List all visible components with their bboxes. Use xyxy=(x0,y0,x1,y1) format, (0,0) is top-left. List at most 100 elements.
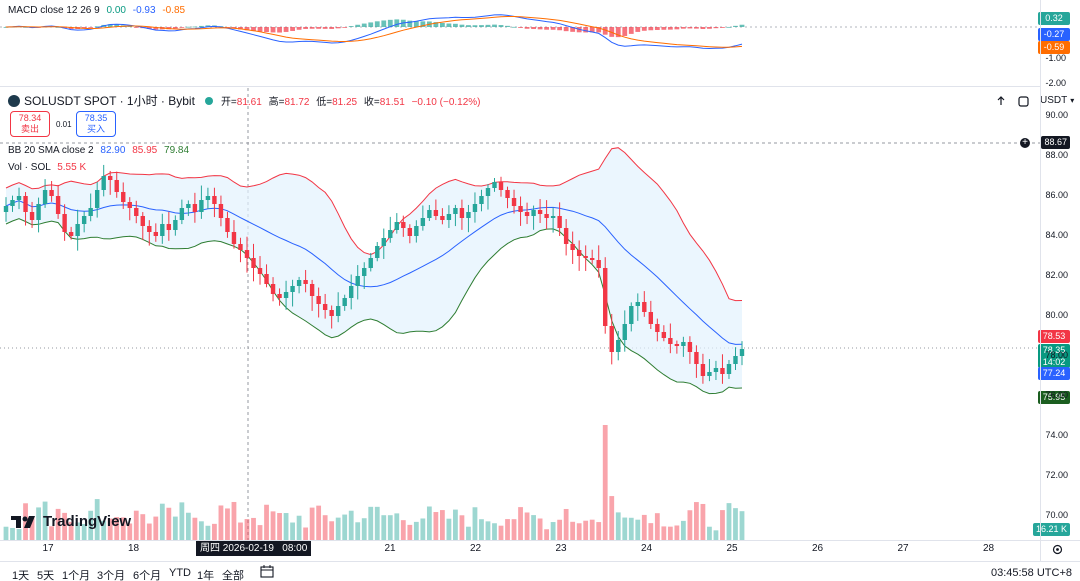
volume-bar xyxy=(453,509,458,540)
candle-body xyxy=(700,364,706,376)
bb-lower-line xyxy=(5,218,743,395)
plus-icon[interactable]: + xyxy=(1019,137,1031,149)
candle-body xyxy=(75,224,80,236)
timeframe-button[interactable]: YTD xyxy=(169,567,191,579)
macd-hist-bar xyxy=(394,19,400,27)
time-axis-label: 25 xyxy=(726,543,738,554)
volume-bar xyxy=(49,526,54,540)
clock[interactable]: 03:45:58 UTC+8 xyxy=(990,567,1072,579)
timeframe-button[interactable]: 5天 xyxy=(37,570,55,581)
tradingview-logo[interactable]: TradingView xyxy=(10,513,131,530)
volume-bar xyxy=(55,508,61,540)
volume-bar xyxy=(641,514,647,540)
candle-body xyxy=(407,228,413,236)
candle-body xyxy=(309,284,315,296)
macd-hist-bar xyxy=(602,27,608,35)
candle-body xyxy=(88,208,93,216)
sell-button[interactable]: 78.34 卖出 xyxy=(10,111,50,137)
volume-legend: Vol · SOL 5.55 K xyxy=(8,162,86,173)
candle-body xyxy=(420,218,426,226)
arrow-up-icon[interactable] xyxy=(992,92,1010,110)
volume-bar xyxy=(635,519,641,540)
volume-bar xyxy=(361,518,367,540)
macd-hist-bar xyxy=(277,27,282,33)
volume-bar xyxy=(166,507,172,540)
price-axis-label: 82.00 xyxy=(1045,270,1068,280)
macd-hist-bar xyxy=(439,22,445,27)
macd-hist-bar xyxy=(700,27,706,30)
candle-body xyxy=(166,224,172,230)
bb-name: BB 20 SMA close 2 xyxy=(8,145,94,156)
price-axis-label: 78.00 xyxy=(1045,350,1068,360)
volume-bar xyxy=(62,512,68,540)
price-axis-label: 86.00 xyxy=(1045,190,1068,200)
volume-bar xyxy=(329,521,335,540)
timeframe-button[interactable]: 1天 xyxy=(12,570,30,581)
candle-body xyxy=(642,302,647,312)
volume-bar xyxy=(472,507,478,540)
macd-hist-bar xyxy=(146,27,152,29)
price-axis-label: 84.00 xyxy=(1045,230,1068,240)
calendar-icon[interactable] xyxy=(260,565,274,581)
macd-hist-bar xyxy=(179,27,185,28)
timeframe-button[interactable]: 6个月 xyxy=(133,570,162,581)
currency-select[interactable]: USDT ▾ xyxy=(1040,95,1074,106)
candle-body xyxy=(23,196,28,212)
candle-body xyxy=(596,260,601,268)
candle-body xyxy=(694,352,699,364)
macd-value-hist: 0.00 xyxy=(106,5,126,16)
candle-body xyxy=(570,244,575,250)
candle-body xyxy=(655,324,660,332)
price-chart[interactable] xyxy=(0,88,1040,540)
macd-hist-bar xyxy=(459,24,465,27)
price-axis-label: 76.00 xyxy=(1045,390,1068,400)
candle-body xyxy=(186,204,191,208)
symbol-title[interactable]: SOLUSDT SPOT · 1小时 · Bybit xyxy=(24,94,195,108)
timeframe-button[interactable]: 1个月 xyxy=(62,570,91,581)
macd-hist-bar xyxy=(303,27,309,29)
sol-logo-icon xyxy=(8,94,20,107)
macd-hist-bar xyxy=(316,27,322,29)
bb-upper-line xyxy=(5,147,743,302)
macd-hist-bar xyxy=(524,27,530,29)
volume-bar xyxy=(628,517,634,540)
volume-bar xyxy=(120,517,126,540)
timeframe-button[interactable]: 3个月 xyxy=(97,570,126,581)
volume-bar xyxy=(146,523,152,540)
candle-body xyxy=(537,210,543,214)
macd-axis-low: -2.00 xyxy=(1045,78,1066,88)
timeframe-button[interactable]: 全部 xyxy=(222,570,244,581)
volume-bar xyxy=(283,513,289,540)
macd-hist-bar xyxy=(238,27,243,30)
macd-hist-bar xyxy=(466,25,471,27)
candle-body xyxy=(505,190,510,198)
volume-bar xyxy=(322,515,328,540)
volume-bars xyxy=(3,425,745,540)
bb-lower-tag: 75.95 xyxy=(1038,391,1070,404)
settings-icon[interactable] xyxy=(1048,540,1066,558)
volume-bar xyxy=(426,506,432,540)
fullscreen-icon[interactable] xyxy=(1014,92,1032,110)
candle-body xyxy=(544,214,549,218)
buy-label: 买入 xyxy=(86,124,105,134)
volume-bar xyxy=(368,506,374,540)
volume-bar xyxy=(733,508,738,540)
candle-body xyxy=(212,196,217,204)
timeframe-button[interactable]: 1年 xyxy=(197,570,215,581)
macd-hist-bar xyxy=(479,25,484,27)
candle-body xyxy=(160,224,165,236)
buy-button[interactable]: 78.35 买入 xyxy=(76,111,116,137)
macd-hist-bar xyxy=(198,25,204,27)
candle-body xyxy=(433,210,439,216)
macd-legend: MACD close 12 26 9 0.00 -0.93 -0.85 xyxy=(8,5,189,16)
macd-hist-tag: 0.32 xyxy=(1038,12,1070,25)
candle-body xyxy=(349,286,354,298)
crosshair-date-tag: 周四 2026-02-19 08:00 xyxy=(196,541,312,556)
time-axis[interactable]: 171819202122232425262728 xyxy=(0,541,1040,557)
macd-hist-bar xyxy=(387,19,393,27)
macd-hist-bar xyxy=(335,27,341,29)
candle-body xyxy=(583,256,588,258)
macd-hist-bar xyxy=(680,27,686,29)
macd-hist-bar xyxy=(153,27,159,30)
volume-bar xyxy=(589,519,595,540)
